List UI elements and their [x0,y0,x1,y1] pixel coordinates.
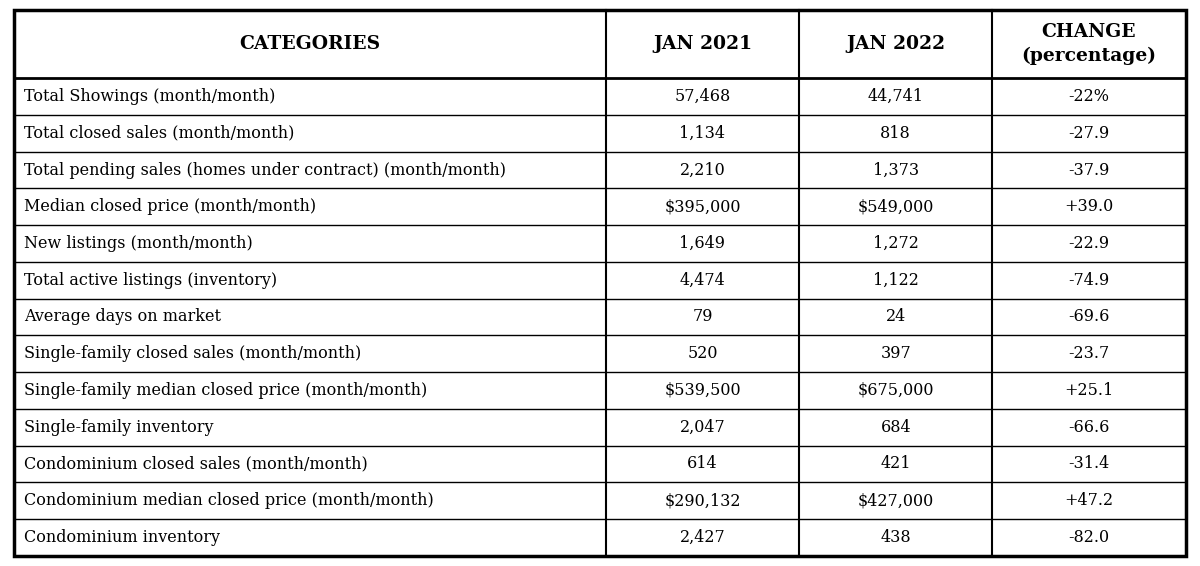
Text: -69.6: -69.6 [1068,308,1110,325]
Text: CHANGE
(percentage): CHANGE (percentage) [1021,23,1157,65]
Text: -31.4: -31.4 [1068,456,1110,473]
Text: 1,122: 1,122 [872,272,919,289]
Text: -22.9: -22.9 [1068,235,1110,252]
Text: Total active listings (inventory): Total active listings (inventory) [24,272,277,289]
Text: 1,134: 1,134 [679,125,726,142]
Text: $427,000: $427,000 [858,492,934,509]
Text: JAN 2022: JAN 2022 [846,35,946,53]
Text: 2,210: 2,210 [679,161,725,178]
Text: -82.0: -82.0 [1068,529,1110,546]
Text: New listings (month/month): New listings (month/month) [24,235,253,252]
Text: 2,427: 2,427 [679,529,725,546]
Text: 438: 438 [881,529,911,546]
Text: +47.2: +47.2 [1064,492,1114,509]
Text: Single-family inventory: Single-family inventory [24,419,214,436]
Text: -66.6: -66.6 [1068,419,1110,436]
Text: 818: 818 [881,125,911,142]
Text: 2,047: 2,047 [679,419,725,436]
Text: -37.9: -37.9 [1068,161,1110,178]
Text: Single-family median closed price (month/month): Single-family median closed price (month… [24,382,427,399]
Text: Total Showings (month/month): Total Showings (month/month) [24,88,275,105]
Text: +25.1: +25.1 [1064,382,1114,399]
Text: 79: 79 [692,308,713,325]
Text: -74.9: -74.9 [1068,272,1110,289]
Text: Total pending sales (homes under contract) (month/month): Total pending sales (homes under contrac… [24,161,506,178]
Text: 421: 421 [881,456,911,473]
Text: 44,741: 44,741 [868,88,924,105]
Text: 1,272: 1,272 [872,235,919,252]
Text: -22%: -22% [1068,88,1110,105]
Text: 614: 614 [688,456,718,473]
Text: Total closed sales (month/month): Total closed sales (month/month) [24,125,294,142]
Text: $395,000: $395,000 [665,198,740,215]
Text: 24: 24 [886,308,906,325]
Text: 397: 397 [881,345,911,362]
Text: $549,000: $549,000 [858,198,934,215]
Text: JAN 2021: JAN 2021 [653,35,752,53]
Text: CATEGORIES: CATEGORIES [240,35,380,53]
Text: Single-family closed sales (month/month): Single-family closed sales (month/month) [24,345,361,362]
Text: Average days on market: Average days on market [24,308,221,325]
Text: Median closed price (month/month): Median closed price (month/month) [24,198,316,215]
Text: 4,474: 4,474 [679,272,725,289]
Text: 520: 520 [688,345,718,362]
Text: $675,000: $675,000 [858,382,934,399]
Text: +39.0: +39.0 [1064,198,1114,215]
Text: 684: 684 [881,419,911,436]
Text: 1,649: 1,649 [679,235,726,252]
Text: Condominium closed sales (month/month): Condominium closed sales (month/month) [24,456,367,473]
Text: -27.9: -27.9 [1068,125,1110,142]
Text: 1,373: 1,373 [872,161,919,178]
Text: $290,132: $290,132 [665,492,740,509]
Text: Condominium inventory: Condominium inventory [24,529,220,546]
Text: 57,468: 57,468 [674,88,731,105]
Text: -23.7: -23.7 [1068,345,1110,362]
Text: $539,500: $539,500 [664,382,740,399]
Text: Condominium median closed price (month/month): Condominium median closed price (month/m… [24,492,433,509]
